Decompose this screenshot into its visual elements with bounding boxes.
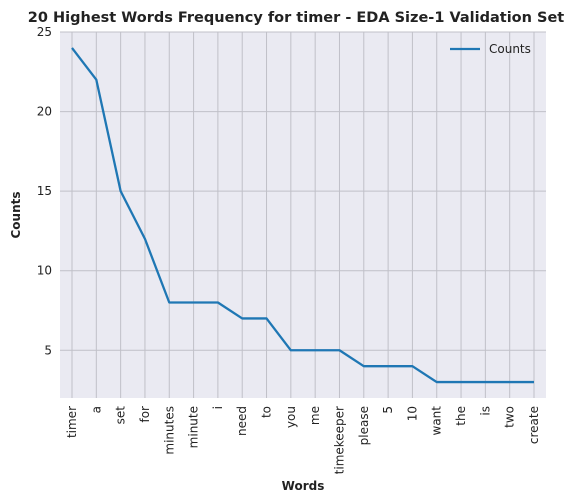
x-tick-label: timer (65, 406, 79, 438)
x-tick-label: 5 (381, 406, 395, 414)
series-line-counts (71, 47, 534, 384)
y-tick-label: 15 (37, 184, 52, 198)
x-tick-label: minutes (162, 406, 176, 455)
x-tick-label: need (235, 406, 249, 436)
x-tick-label: set (114, 406, 128, 425)
grid-lines (60, 31, 546, 398)
x-tick-label: timekeeper (332, 406, 346, 474)
plot-area (60, 32, 546, 398)
x-tick-label: a (89, 406, 103, 413)
y-axis-label: Counts (9, 191, 23, 238)
y-tick-label: 25 (37, 25, 52, 39)
legend-label-counts: Counts (489, 42, 531, 56)
legend: Counts (450, 42, 531, 56)
y-tick-label: 20 (37, 105, 52, 119)
x-axis-label: Words (282, 479, 325, 493)
x-tick-label: want (430, 406, 444, 436)
y-tick-label: 10 (37, 264, 52, 278)
x-tick-label: 10 (405, 406, 419, 421)
x-tick-label: create (527, 406, 541, 444)
x-tick-label: for (138, 406, 152, 423)
x-tick-label: please (357, 406, 371, 445)
x-tick-label: to (260, 406, 274, 418)
x-tick-label: i (211, 406, 225, 409)
x-tick-label: two (503, 406, 517, 428)
x-tick-label: is (478, 406, 492, 416)
y-tick-label: 5 (44, 343, 52, 357)
y-axis-ticks: 5 10 15 20 25 (37, 25, 52, 357)
x-axis-ticks: timer a set for minutes minute i need to you me tim… (65, 406, 541, 475)
series-lines (71, 47, 534, 384)
x-tick-label: me (308, 406, 322, 425)
x-tick-label: you (284, 406, 298, 428)
x-tick-label: minute (187, 406, 201, 448)
x-tick-label: the (454, 406, 468, 426)
chart-title: 20 Highest Words Frequency for timer - E… (28, 10, 565, 26)
